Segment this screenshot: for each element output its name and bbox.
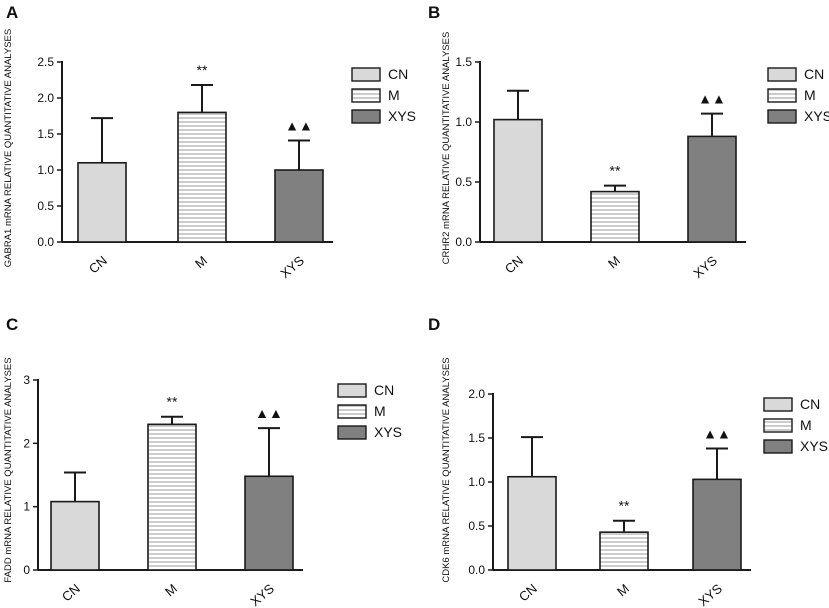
y-tick-label: 0.5 xyxy=(37,199,54,213)
category-label-xys: XYS xyxy=(690,253,720,281)
chart-panel-d: D CDK6 mRNA RELATIVE QUANTITATIVE ANALYSE… xyxy=(428,315,828,608)
bar-cn[interactable] xyxy=(507,475,557,571)
legend-swatch-m xyxy=(767,88,797,103)
y-tick-label: 2.5 xyxy=(37,55,54,69)
legend-swatch-m xyxy=(351,88,381,103)
significance-stars: ** xyxy=(167,394,178,410)
legend-swatch-cn xyxy=(337,383,367,398)
legend-swatch-cn xyxy=(763,397,793,412)
significance-triangles: ▲▲ xyxy=(285,117,313,133)
legend-swatch-xys xyxy=(337,425,367,440)
category-label-cn: CN xyxy=(502,253,526,277)
category-label-m: M xyxy=(614,581,632,599)
legend: CN M XYS xyxy=(763,396,828,454)
y-tick-label: 2.0 xyxy=(468,387,485,401)
legend-label-xys: XYS xyxy=(800,438,828,454)
legend-label-cn: CN xyxy=(388,66,408,82)
significance-triangles: ▲▲ xyxy=(255,405,283,421)
panel-letter: C xyxy=(6,315,18,334)
bar-xys[interactable] xyxy=(274,169,324,243)
bar-m[interactable] xyxy=(590,190,640,243)
bar-m[interactable] xyxy=(177,111,227,243)
category-label-m: M xyxy=(192,253,210,271)
legend-label-cn: CN xyxy=(374,382,394,398)
bar-cn[interactable] xyxy=(50,500,100,571)
legend-label-cn: CN xyxy=(804,66,824,82)
legend-swatch-m xyxy=(763,418,793,433)
y-tick-label: 0.5 xyxy=(455,175,472,189)
y-tick-label: 3 xyxy=(23,373,30,387)
y-tick-label: 1.5 xyxy=(455,55,472,69)
significance-triangles: ▲▲ xyxy=(698,91,726,107)
category-label-xys: XYS xyxy=(277,253,307,281)
legend-label-xys: XYS xyxy=(388,108,416,124)
bar-m[interactable] xyxy=(599,531,649,571)
category-label-m: M xyxy=(605,253,623,271)
legend-label-m: M xyxy=(374,403,386,419)
category-label-cn: CN xyxy=(59,581,83,605)
legend-swatch-m xyxy=(337,404,367,419)
significance-stars: ** xyxy=(610,163,621,179)
significance-triangles: ▲▲ xyxy=(703,426,731,442)
legend-swatch-cn xyxy=(351,67,381,82)
y-tick-label: 2 xyxy=(23,436,30,450)
y-tick-label: 1.0 xyxy=(455,115,472,129)
significance-stars: ** xyxy=(619,498,630,514)
legend-swatch-xys xyxy=(763,439,793,454)
y-tick-label: 1.0 xyxy=(468,475,485,489)
category-label-cn: CN xyxy=(86,253,110,277)
chart-panel-c: C FADD mRNA RELATIVE QUANTITATIVE ANALYSE… xyxy=(3,315,402,608)
legend-swatch-xys xyxy=(767,109,797,124)
category-label-cn: CN xyxy=(516,581,540,605)
category-label-xys: XYS xyxy=(695,581,725,608)
bar-cn[interactable] xyxy=(493,118,543,243)
category-label-m: M xyxy=(162,581,180,599)
panel-letter: A xyxy=(6,3,18,22)
legend-label-cn: CN xyxy=(800,396,820,412)
y-tick-label: 1 xyxy=(23,500,30,514)
y-tick-label: 1.0 xyxy=(37,163,54,177)
y-tick-label: 1.5 xyxy=(468,431,485,445)
bar-cn[interactable] xyxy=(77,162,127,243)
panel-letter: D xyxy=(428,315,440,334)
legend-label-m: M xyxy=(804,87,816,103)
legend-label-m: M xyxy=(388,87,400,103)
legend-swatch-xys xyxy=(351,109,381,124)
bar-xys[interactable] xyxy=(692,478,742,571)
chart-panel-a: A GABRA1 mRNA RELATIVE QUANTITATIVE ANALY… xyxy=(3,3,416,281)
y-axis-label: CRHR2 mRNA RELATIVE QUANTITATIVE ANALYSE… xyxy=(441,32,452,265)
bar-xys[interactable] xyxy=(244,475,294,571)
legend: CN M XYS xyxy=(337,382,402,440)
y-tick-label: 2.0 xyxy=(37,91,54,105)
panel-letter: B xyxy=(428,3,440,22)
y-axis-label: GABRA1 mRNA RELATIVE QUANTITATIVE ANALYS… xyxy=(3,29,14,267)
legend-swatch-cn xyxy=(767,67,797,82)
significance-stars: ** xyxy=(197,62,208,78)
y-tick-label: 0.5 xyxy=(468,519,485,533)
legend-label-xys: XYS xyxy=(804,108,829,124)
y-tick-label: 0.0 xyxy=(455,235,472,249)
legend: CN M XYS xyxy=(351,66,416,124)
y-tick-label: 1.5 xyxy=(37,127,54,141)
legend-label-m: M xyxy=(800,417,812,433)
y-axis-label: FADD mRNA RELATIVE QUANTITATIVE ANALYSES xyxy=(3,357,14,582)
bar-m[interactable] xyxy=(147,423,197,571)
legend: CN M XYS xyxy=(767,66,829,124)
legend-label-xys: XYS xyxy=(374,424,402,440)
y-tick-label: 0.0 xyxy=(37,235,54,249)
y-axis-label: CDK6 mRNA RELATIVE QUANTITATIVE ANALYSES xyxy=(441,357,452,582)
bar-xys[interactable] xyxy=(687,135,737,243)
category-label-xys: XYS xyxy=(247,581,277,608)
y-tick-label: 0 xyxy=(23,563,30,577)
y-tick-label: 0.0 xyxy=(468,563,485,577)
